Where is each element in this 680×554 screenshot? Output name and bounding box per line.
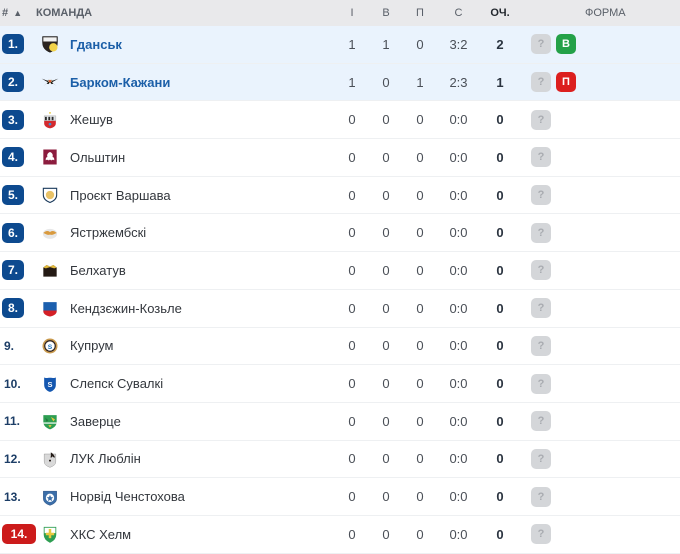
svg-text:S: S (48, 344, 53, 351)
svg-text:S: S (47, 379, 52, 388)
